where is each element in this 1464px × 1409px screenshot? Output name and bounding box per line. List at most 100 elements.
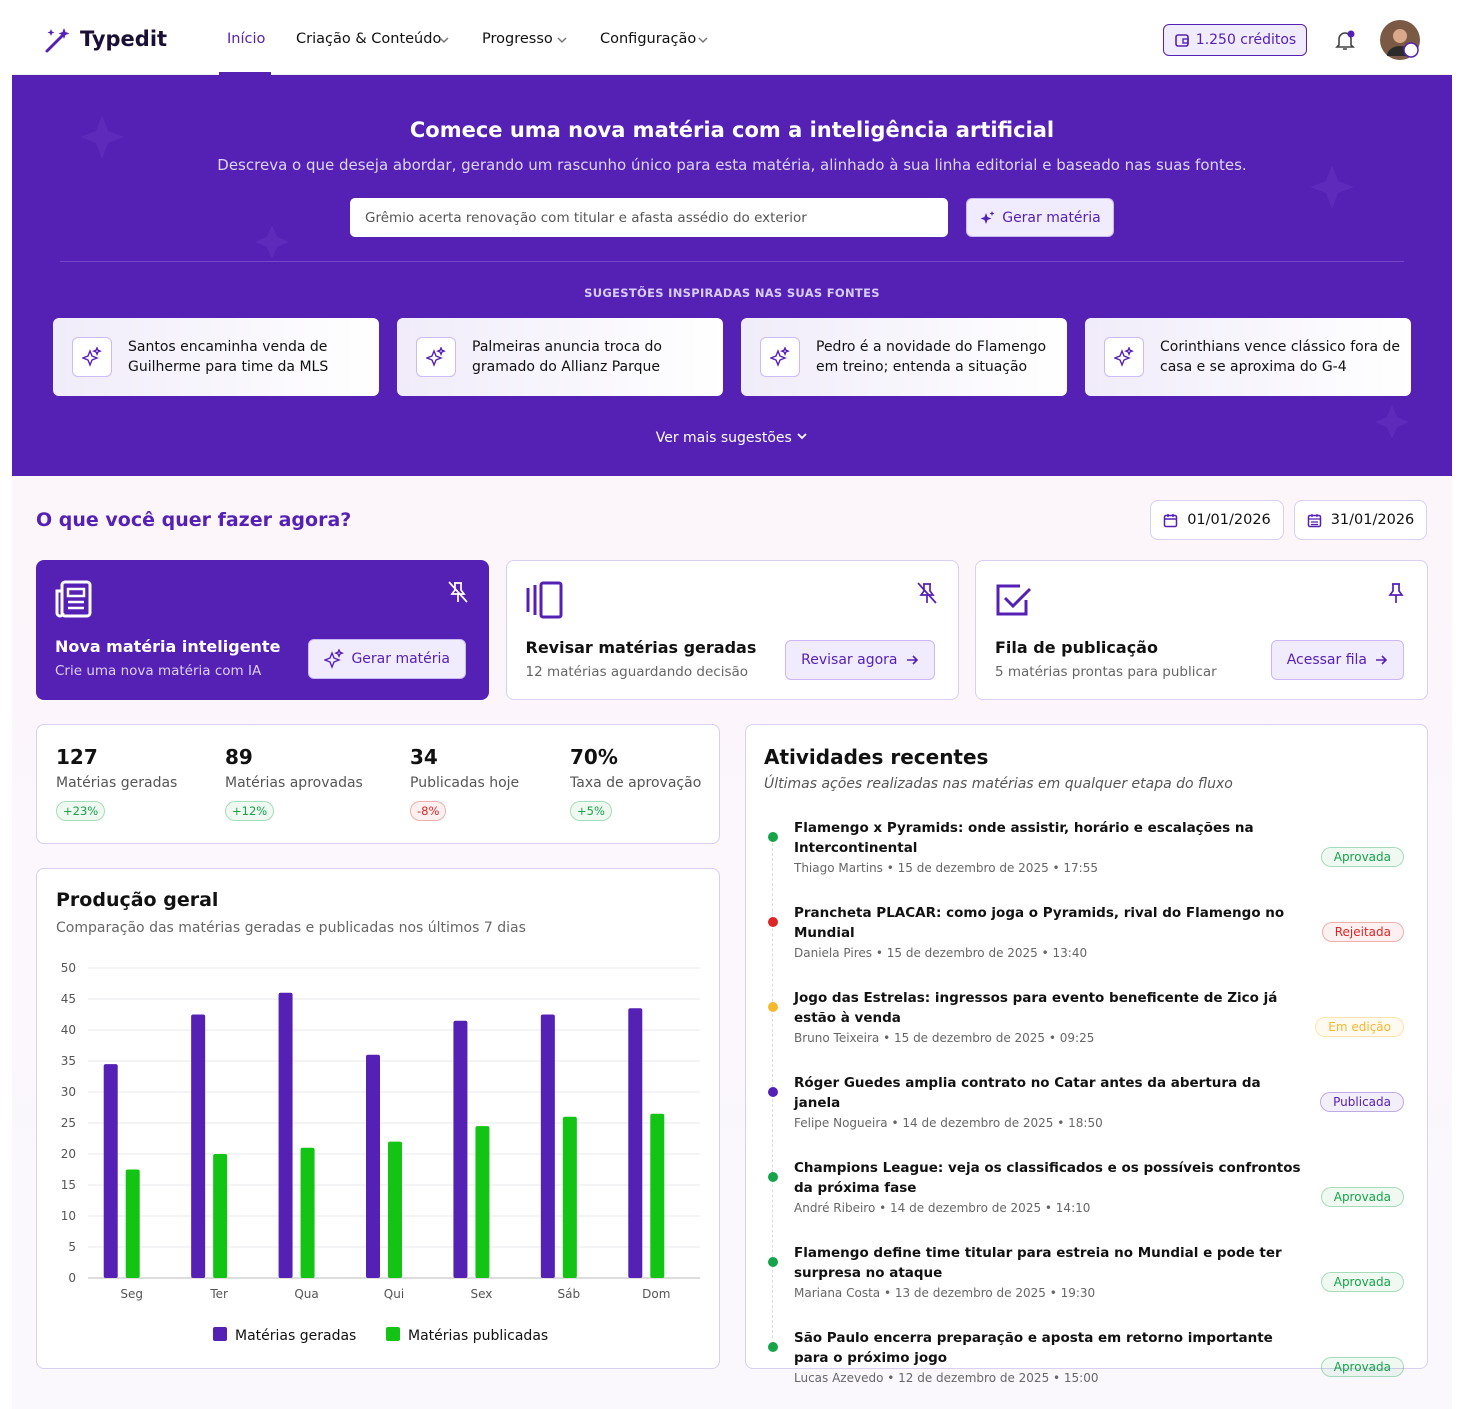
activity-item[interactable]: São Paulo encerra preparação e aposta em… [794,1328,1304,1385]
activity-title: Róger Guedes amplia contrato no Catar an… [794,1075,1261,1111]
action-button[interactable]: Gerar matéria [308,639,466,679]
suggestion-icon [416,337,456,377]
bar [125,1169,140,1278]
stat-change: +23% [56,801,106,821]
stat-label: Matérias aprovadas [225,775,363,791]
x-tick-label: Ter [209,1287,228,1301]
action-button[interactable]: Acessar fila [1270,640,1404,680]
y-tick-label: 35 [61,1054,76,1068]
action-card[interactable]: Nova matéria inteligente Crie uma nova ma… [36,560,489,700]
y-tick-label: 10 [61,1209,76,1223]
x-tick-label: Qui [384,1287,404,1301]
brand[interactable]: Typedit [80,27,168,51]
suggestion-icon [760,337,800,377]
activity-item[interactable]: Flamengo define time titular para estrei… [794,1243,1304,1300]
date-label: 01/01/2026 [1187,512,1271,528]
topic-input[interactable]: Grêmio acerta renovação com titular e af… [350,198,948,237]
status-dot [768,1342,778,1352]
bar [453,1020,468,1278]
suggestions-label: SUGESTÕES INSPIRADAS NAS SUAS FONTES [584,286,880,300]
action-card[interactable]: Fila de publicação 5 matérias prontas par… [975,560,1428,700]
activity-card [745,724,1428,1369]
user-avatar[interactable] [1380,20,1424,64]
suggestion-card[interactable]: Pedro é a novidade do Flamengo em treino… [741,318,1067,396]
y-tick-label: 20 [61,1147,76,1161]
nav-item[interactable]: Progresso [482,31,553,47]
status-pill: Aprovada [1320,847,1404,867]
activity-item[interactable]: Jogo das Estrelas: ingressos para evento… [794,988,1304,1045]
action-subtitle: 5 matérias prontas para publicar [995,664,1217,680]
y-tick-label: 45 [61,992,76,1006]
activity-item[interactable]: Champions League: veja os classificados … [794,1158,1304,1215]
y-tick-label: 40 [61,1023,76,1037]
x-tick-label: Dom [642,1287,670,1301]
activity-item[interactable]: Prancheta PLACAR: como joga o Pyramids, … [794,903,1304,960]
bar [562,1116,577,1278]
nav-item[interactable]: Configuração [600,31,697,47]
activity-title: Prancheta PLACAR: como joga o Pyramids, … [794,905,1285,941]
button-label: Gerar matéria [1002,209,1101,226]
more-suggestions[interactable]: Ver mais sugestões [12,430,1452,446]
status-pill: Aprovada [1320,1187,1404,1207]
action-subtitle: 12 matérias aguardando decisão [525,664,749,680]
activity-meta: Lucas Azevedo • 12 de dezembro de 2025 •… [794,1371,1099,1385]
chevron [557,37,567,44]
y-tick-label: 25 [61,1116,76,1130]
nav-item[interactable]: Início [227,31,266,47]
action-card[interactable]: Revisar matérias geradas 12 matérias agua… [505,560,959,700]
pin [448,581,468,603]
activity-item[interactable]: Róger Guedes amplia contrato no Catar an… [794,1073,1304,1130]
stat-label: Matérias geradas [56,775,178,791]
suggestion-card[interactable]: Santos encaminha venda de Guilherme para… [53,318,379,396]
calendar-icon [1307,513,1321,527]
suggestion-card[interactable]: Corinthians vence clássico fora de casa … [1085,318,1411,396]
activity-item[interactable]: Flamengo x Pyramids: onde assistir, horá… [794,818,1304,875]
stat-label: Taxa de aprovação [570,775,702,791]
y-tick-label: 30 [61,1085,76,1099]
status-dot [768,1087,778,1097]
suggestion-text: Corinthians vence clássico fora de casa … [1160,339,1400,375]
action-button[interactable]: Revisar agora [785,640,935,680]
suggestion-text: Palmeiras anuncia troca do gramado do Al… [472,339,662,375]
stats-card [36,724,720,844]
x-tick-label: Qua [294,1287,318,1301]
chevron [698,37,708,44]
activity-title: Atividades recentes [764,745,989,769]
activity-meta: Thiago Martins • 15 de dezembro de 2025 … [794,861,1098,875]
suggestion-card[interactable]: Palmeiras anuncia troca do gramado do Al… [397,318,723,396]
bar [540,1014,555,1278]
pin-icon[interactable] [1385,581,1407,609]
pin-icon[interactable] [447,580,469,608]
wallet-icon [1174,34,1189,47]
bar [366,1054,380,1278]
nav-active-indicator [219,72,271,75]
notification-bell[interactable] [1333,28,1357,52]
status-pill: Aprovada [1320,1272,1404,1292]
stat-value: 127 [56,745,98,769]
bar [388,1141,402,1278]
stat-change: -8% [410,801,447,821]
nav-item[interactable]: Criação & Conteúdo [296,31,442,47]
x-tick-label: Seg [120,1287,143,1301]
bar [191,1014,206,1278]
date-end[interactable]: 31/01/2026 [1294,500,1427,540]
bar [475,1126,490,1278]
action-icon [994,580,1034,624]
credits-button[interactable]: 1.250 créditos [1163,24,1307,56]
suggestion-icon [1104,337,1144,377]
sparkle-icon [324,649,345,669]
date-start[interactable]: 01/01/2026 [1150,500,1284,540]
chart-title: Produção geral [56,889,219,911]
credits-label: 1.250 créditos [1195,32,1297,48]
action-icon [54,579,94,623]
bar [278,992,293,1278]
status-dot [768,832,778,842]
pin-icon[interactable] [916,581,938,609]
stat-label: Publicadas hoje [410,775,520,791]
activity-subtitle: Últimas ações realizadas nas matérias em… [764,776,1233,792]
sparkle-icon [426,347,446,367]
legend-swatch [386,1327,400,1341]
hero-title: Comece uma nova matéria com a inteligênc… [409,118,1055,142]
generate-button[interactable]: Gerar matéria [966,198,1114,237]
stat-value: 89 [225,745,253,769]
